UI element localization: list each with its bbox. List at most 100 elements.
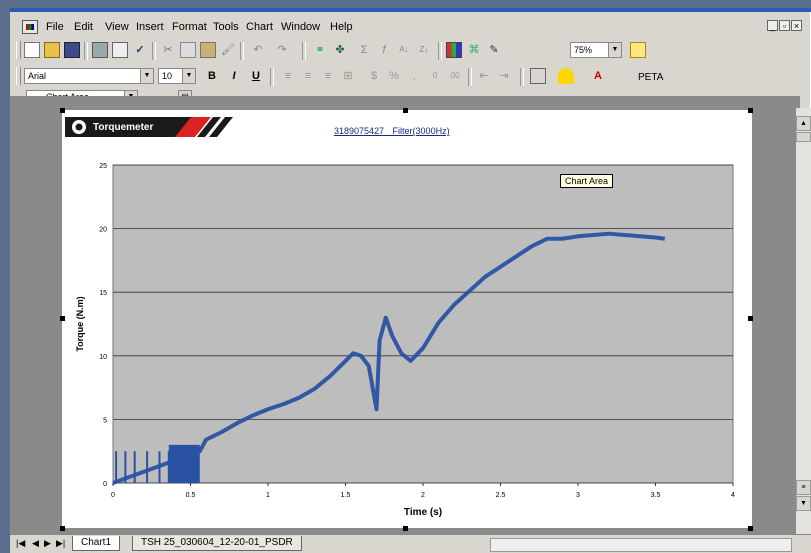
chevron-down-icon[interactable]: ▼: [182, 69, 195, 83]
spelling-icon[interactable]: ✓: [135, 44, 145, 56]
paste-icon[interactable]: [200, 42, 216, 58]
selection-handle[interactable]: [748, 316, 753, 321]
font-color-icon[interactable]: A: [594, 70, 602, 82]
toolbar-separator: [240, 42, 244, 60]
toolbar-separator: [520, 68, 524, 86]
print-preview-icon[interactable]: [112, 42, 128, 58]
toolbar-grip[interactable]: [16, 67, 21, 85]
office-assistant-icon[interactable]: [630, 42, 646, 58]
font-name-combo[interactable]: Arial ▼: [24, 68, 154, 84]
formatting-toolbar: Arial ▼ 10 ▼ B I U ≡ ≡ ≡ ⊞ $ % , .0 .00 …: [10, 64, 811, 90]
next-sheet-icon[interactable]: ▶: [44, 538, 51, 548]
torque-chart: 0 5 10 15 20 25 0 0.5 1 1.5 2 2.5 3 3.5 4 Time (s) Torqu…: [75, 163, 735, 518]
fill-color-icon[interactable]: [558, 68, 574, 84]
new-icon[interactable]: [24, 42, 40, 58]
decrease-indent-icon[interactable]: ⇤: [479, 70, 489, 82]
chart-area[interactable]: Torquemeter 3189075427 Filter(3000Hz) 0 5…: [62, 110, 752, 528]
open-icon[interactable]: [44, 42, 60, 58]
selection-handle[interactable]: [60, 526, 65, 531]
series-line: [112, 231, 666, 485]
extra-toolbar-label[interactable]: PETA: [638, 72, 664, 83]
selection-handle[interactable]: [748, 526, 753, 531]
menu-view[interactable]: View: [105, 21, 129, 33]
merge-center-icon[interactable]: ⊞: [343, 70, 353, 82]
minimize-icon[interactable]: _: [767, 20, 778, 31]
selection-handle[interactable]: [748, 108, 753, 113]
menu-help[interactable]: Help: [330, 21, 353, 33]
menu-file[interactable]: File: [46, 21, 64, 33]
undo-icon[interactable]: ↶: [253, 44, 263, 56]
menu-insert[interactable]: Insert: [136, 21, 164, 33]
logo-graphic: [65, 117, 233, 137]
increase-indent-icon[interactable]: ⇥: [499, 70, 509, 82]
scroll-thumb[interactable]: [796, 132, 811, 142]
print-icon[interactable]: [92, 42, 108, 58]
toolbar-grip[interactable]: [16, 41, 21, 59]
chevron-down-icon[interactable]: ▼: [140, 69, 153, 83]
restore-icon[interactable]: ▫: [779, 20, 790, 31]
menu-window[interactable]: Window: [281, 21, 321, 33]
tab-chart1[interactable]: Chart1: [72, 536, 121, 551]
font-size-combo[interactable]: 10 ▼: [158, 68, 196, 84]
split-box-icon[interactable]: ≡: [796, 480, 811, 495]
redo-icon[interactable]: ↷: [277, 44, 287, 56]
y-tick-label: 20: [99, 227, 107, 234]
chart-wizard-icon[interactable]: [446, 42, 462, 58]
prev-sheet-icon[interactable]: ◀: [32, 538, 39, 548]
close-icon[interactable]: ×: [791, 20, 802, 31]
hyperlink-icon[interactable]: ⚭: [315, 44, 325, 56]
chart-area-tooltip: Chart Area: [560, 174, 614, 188]
bold-button[interactable]: B: [208, 70, 216, 82]
copy-icon[interactable]: [180, 42, 196, 58]
align-center-icon[interactable]: ≡: [304, 70, 312, 82]
comma-icon[interactable]: ,: [412, 70, 416, 82]
sheet-tab-bar: |◀ ◀ ▶ ▶| Chart1 TSH 25_030604_12-20-01_…: [10, 534, 811, 553]
toolbar-separator: [84, 42, 88, 60]
selection-handle[interactable]: [403, 108, 408, 113]
menu-format[interactable]: Format: [172, 21, 207, 33]
map-icon[interactable]: ⌘: [468, 44, 480, 56]
toolbar-separator: [270, 68, 274, 86]
title-bar-edge: [10, 8, 811, 12]
borders-icon[interactable]: [530, 68, 546, 84]
menu-chart[interactable]: Chart: [246, 21, 273, 33]
scroll-down-icon[interactable]: ▼: [796, 496, 811, 511]
italic-button[interactable]: I: [232, 70, 236, 82]
scroll-up-icon[interactable]: ▲: [796, 116, 811, 131]
selection-handle[interactable]: [60, 108, 65, 113]
web-toolbar-icon[interactable]: ✤: [335, 44, 345, 56]
save-icon[interactable]: [64, 42, 80, 58]
zoom-combo[interactable]: 75% ▼: [570, 42, 622, 58]
first-sheet-icon[interactable]: |◀: [16, 538, 26, 548]
sort-descending-icon[interactable]: Z↓: [419, 45, 429, 54]
chevron-down-icon[interactable]: ▼: [608, 43, 621, 57]
currency-icon[interactable]: $: [370, 70, 378, 82]
y-axis-label: Torque (N.m): [75, 296, 85, 351]
sort-ascending-icon[interactable]: A↓: [399, 45, 409, 54]
cut-icon[interactable]: ✂: [163, 44, 173, 56]
y-tick-label: 15: [99, 290, 107, 297]
vertical-scrollbar[interactable]: ▲ ≡ ▼: [796, 108, 811, 538]
function-icon[interactable]: f: [382, 44, 386, 56]
drawing-icon[interactable]: ✎: [489, 44, 499, 56]
horizontal-scrollbar[interactable]: [490, 538, 792, 552]
toolbar-separator: [152, 42, 156, 60]
align-right-icon[interactable]: ≡: [324, 70, 332, 82]
menu-tools[interactable]: Tools: [213, 21, 239, 33]
percent-icon[interactable]: %: [389, 70, 399, 82]
selection-handle[interactable]: [403, 526, 408, 531]
format-painter-icon[interactable]: 🖌: [221, 44, 235, 56]
align-left-icon[interactable]: ≡: [284, 70, 292, 82]
decrease-decimal-icon[interactable]: .00: [448, 71, 460, 80]
increase-decimal-icon[interactable]: .0: [430, 71, 438, 80]
underline-button[interactable]: U: [252, 70, 260, 82]
y-tick-label: 10: [99, 354, 107, 361]
menu-edit[interactable]: Edit: [74, 21, 93, 33]
autosum-icon[interactable]: Σ: [360, 44, 368, 56]
selection-handle[interactable]: [60, 316, 65, 321]
font-name-value: Arial: [28, 71, 47, 81]
tab-data-sheet[interactable]: TSH 25_030604_12-20-01_PSDR: [132, 536, 302, 551]
last-sheet-icon[interactable]: ▶|: [56, 538, 66, 548]
chart-document-icon[interactable]: [22, 20, 38, 34]
startup-noise-band: [168, 444, 200, 483]
